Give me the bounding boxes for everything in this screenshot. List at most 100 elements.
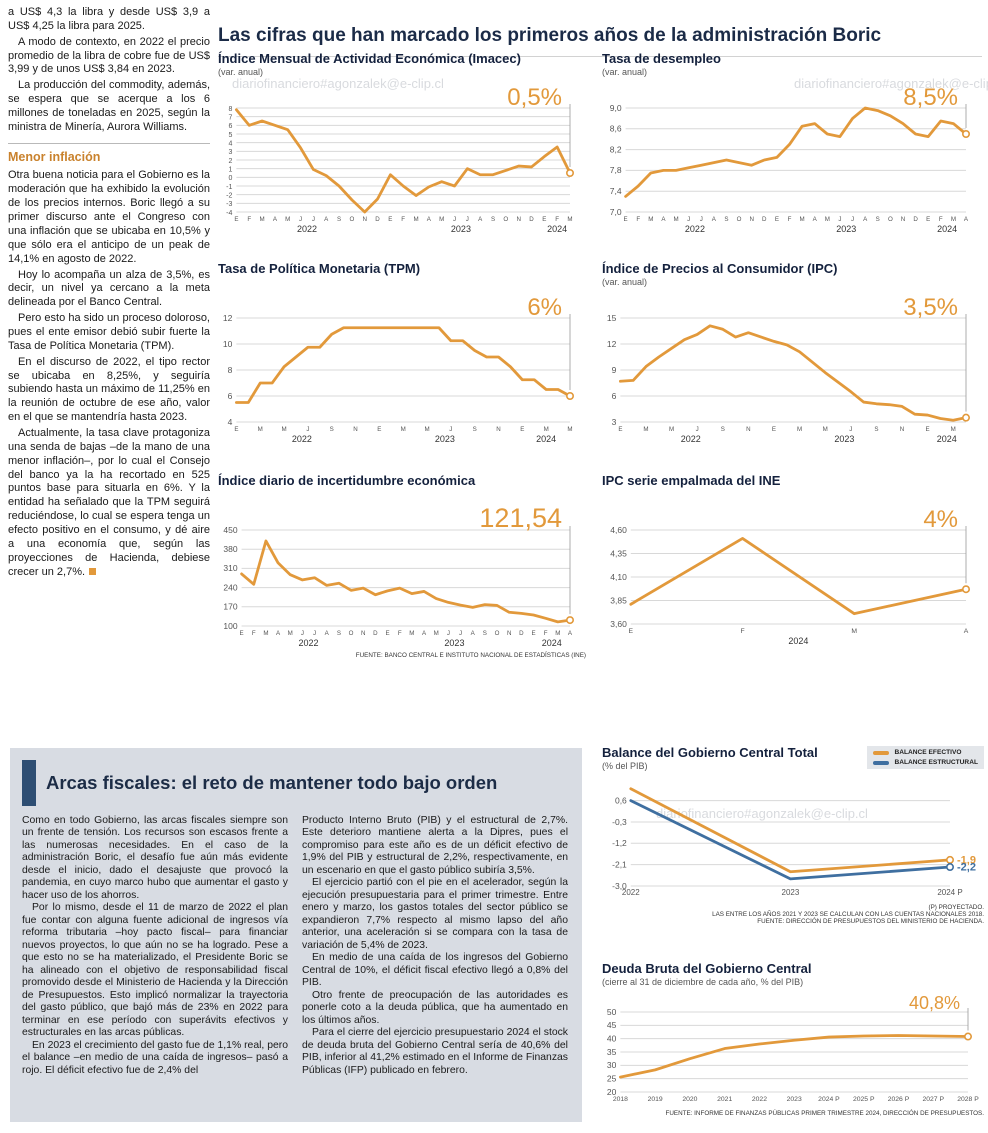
svg-text:A: A bbox=[427, 216, 432, 223]
svg-text:M: M bbox=[401, 426, 406, 433]
fiscal-headline: Arcas fiscales: el reto de mantener todo… bbox=[46, 772, 498, 793]
fiscal-column-1: Como en todo Gobierno, las arcas fiscale… bbox=[22, 815, 288, 1077]
svg-text:M: M bbox=[555, 630, 560, 637]
ipc-line-chart: 15 12 9 6 3 E M M J S N E M M J S N E M 2022 2023 2024 3,5% bbox=[602, 288, 982, 448]
svg-text:4,35: 4,35 bbox=[610, 549, 627, 559]
svg-text:E: E bbox=[531, 630, 535, 637]
paragraph: En 2023 el crecimiento del gasto fue de … bbox=[22, 1039, 288, 1076]
paragraph: Producto Interno Bruto (PIB) y el estruc… bbox=[302, 815, 568, 876]
legend-swatch-icon bbox=[873, 760, 890, 765]
svg-text:D: D bbox=[529, 216, 534, 223]
svg-text:9: 9 bbox=[612, 365, 617, 375]
svg-text:-1: -1 bbox=[226, 184, 232, 191]
svg-text:380: 380 bbox=[223, 544, 237, 554]
svg-text:F: F bbox=[544, 630, 548, 637]
svg-text:40,8%: 40,8% bbox=[909, 993, 960, 1013]
svg-text:N: N bbox=[353, 426, 357, 433]
svg-text:M: M bbox=[281, 426, 286, 433]
chart-title-deuda: Deuda Bruta del Gobierno Central bbox=[602, 961, 812, 976]
svg-text:D: D bbox=[519, 630, 524, 637]
paragraph: (P) PROYECTADO. bbox=[928, 904, 984, 912]
svg-text:3,5%: 3,5% bbox=[903, 294, 958, 321]
svg-text:A: A bbox=[964, 216, 969, 223]
chart-title-balance: Balance del Gobierno Central Total bbox=[602, 745, 818, 760]
chart-subtitle-imacec: (var. anual) bbox=[218, 67, 264, 78]
svg-text:-4: -4 bbox=[226, 210, 232, 217]
svg-text:M: M bbox=[643, 426, 648, 433]
legend-item: BALANCE ESTRUCTURAL bbox=[873, 759, 978, 766]
svg-text:F: F bbox=[740, 628, 744, 635]
chart-title-desempleo: Tasa de desempleo bbox=[602, 51, 721, 66]
fiscal-headline-row: Arcas fiscales: el reto de mantener todo… bbox=[22, 760, 568, 806]
svg-text:12: 12 bbox=[607, 339, 617, 349]
svg-text:S: S bbox=[721, 426, 725, 433]
svg-text:2022: 2022 bbox=[292, 434, 312, 444]
svg-text:J: J bbox=[313, 630, 316, 637]
svg-text:2023: 2023 bbox=[787, 1096, 802, 1103]
svg-text:8: 8 bbox=[228, 365, 233, 375]
svg-text:2023: 2023 bbox=[435, 434, 455, 444]
svg-text:S: S bbox=[337, 630, 341, 637]
svg-text:2024: 2024 bbox=[937, 434, 957, 444]
svg-text:0: 0 bbox=[228, 175, 232, 182]
svg-text:N: N bbox=[746, 426, 750, 433]
svg-text:J: J bbox=[851, 216, 854, 223]
svg-text:450: 450 bbox=[223, 525, 237, 535]
svg-text:S: S bbox=[491, 216, 495, 223]
copper-paragraphs: a US$ 4,3 la libra y desde US$ 3,9 a US$… bbox=[8, 6, 210, 135]
chart-title-ipc-empalmada: IPC serie empalmada del INE bbox=[602, 473, 781, 488]
legend-item: BALANCE EFECTIVO bbox=[873, 749, 978, 756]
svg-text:A: A bbox=[273, 216, 278, 223]
chart-title-tpm: Tasa de Política Monetaria (TPM) bbox=[218, 261, 421, 276]
svg-text:7,8: 7,8 bbox=[610, 165, 622, 175]
svg-text:A: A bbox=[325, 630, 330, 637]
source-ifp: FUENTE: INFORME DE FINANZAS PÚBLICAS PRI… bbox=[665, 1110, 984, 1118]
svg-text:M: M bbox=[825, 216, 830, 223]
svg-text:J: J bbox=[700, 216, 703, 223]
chart-subtitle-desempleo: (var. anual) bbox=[602, 67, 648, 78]
svg-text:O: O bbox=[888, 216, 893, 223]
svg-text:4,10: 4,10 bbox=[610, 572, 627, 582]
svg-text:J: J bbox=[838, 216, 841, 223]
svg-text:N: N bbox=[516, 216, 520, 223]
svg-text:A: A bbox=[478, 216, 483, 223]
paragraph: En medio de una caída de los ingresos de… bbox=[302, 952, 568, 989]
svg-text:S: S bbox=[337, 216, 341, 223]
svg-text:F: F bbox=[398, 630, 402, 637]
svg-text:E: E bbox=[234, 426, 238, 433]
svg-text:M: M bbox=[669, 426, 674, 433]
svg-text:A: A bbox=[422, 630, 427, 637]
svg-text:30: 30 bbox=[607, 1060, 617, 1070]
svg-text:M: M bbox=[851, 628, 857, 635]
svg-text:F: F bbox=[636, 216, 640, 223]
svg-text:2021: 2021 bbox=[717, 1096, 732, 1103]
uncertainty-line-chart: 450 380 310 240 170 100 E F M A M J J A S O N D E F M A M J J A S O… bbox=[218, 500, 586, 652]
svg-text:E: E bbox=[234, 216, 238, 223]
svg-text:2023: 2023 bbox=[836, 224, 856, 234]
svg-text:E: E bbox=[926, 216, 930, 223]
svg-text:2027 P: 2027 P bbox=[922, 1096, 944, 1103]
paragraph: Como en todo Gobierno, las arcas fiscale… bbox=[22, 815, 288, 901]
svg-text:E: E bbox=[377, 426, 381, 433]
svg-text:S: S bbox=[330, 426, 334, 433]
svg-text:E: E bbox=[772, 426, 776, 433]
svg-text:2024: 2024 bbox=[547, 224, 567, 234]
svg-text:J: J bbox=[306, 426, 309, 433]
svg-text:E: E bbox=[240, 630, 244, 637]
svg-text:M: M bbox=[288, 630, 293, 637]
paragraph: Pero esto ha sido un proceso doloroso, p… bbox=[8, 312, 210, 352]
svg-text:M: M bbox=[567, 426, 572, 433]
debt-line-chart: 50 45 40 35 30 25 20 2018 2019 2020 2021 2022 2023 20… bbox=[602, 988, 984, 1110]
svg-text:E: E bbox=[926, 426, 930, 433]
paragraph: La producción del commodity, además, se … bbox=[8, 79, 210, 133]
svg-text:M: M bbox=[285, 216, 290, 223]
inflation-paragraphs: Otra buena noticia para el Gobierno es l… bbox=[8, 169, 210, 579]
svg-text:J: J bbox=[301, 630, 304, 637]
svg-text:E: E bbox=[385, 630, 389, 637]
svg-text:2024 P: 2024 P bbox=[818, 1096, 840, 1103]
svg-text:N: N bbox=[901, 216, 905, 223]
svg-text:2020: 2020 bbox=[682, 1096, 697, 1103]
legend-swatch-icon bbox=[873, 750, 890, 755]
svg-text:2018: 2018 bbox=[613, 1096, 628, 1103]
paragraph: LAS ENTRE LOS AÑOS 2021 Y 2023 SE CALCUL… bbox=[712, 911, 984, 919]
